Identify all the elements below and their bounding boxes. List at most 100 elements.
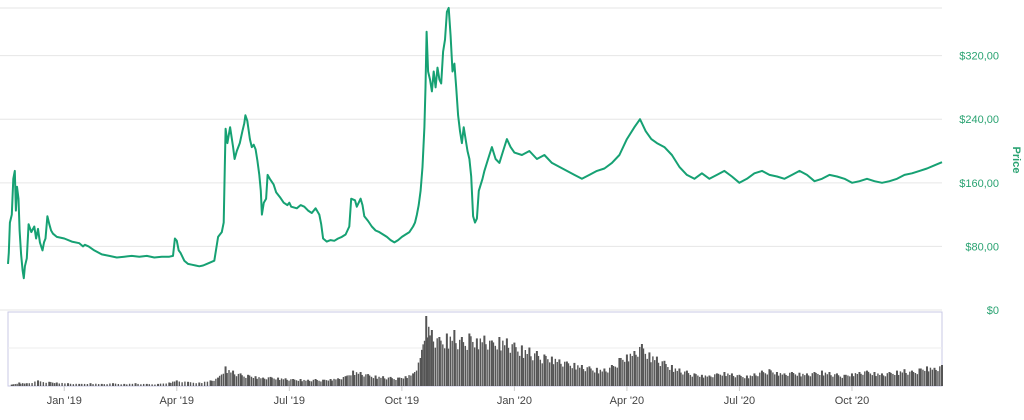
volume-bar	[841, 377, 843, 386]
volume-bar	[699, 376, 701, 386]
volume-bar	[189, 382, 192, 386]
volume-bar	[378, 376, 380, 386]
volume-bar	[571, 368, 573, 386]
volume-bar	[616, 367, 618, 386]
volume-bar	[331, 380, 333, 386]
volume-bar	[712, 377, 714, 386]
volume-bar	[398, 377, 401, 386]
volume-bar	[672, 371, 675, 386]
volume-bar	[727, 373, 729, 386]
volume-bar	[466, 349, 468, 386]
x-tick-label: Oct '20	[835, 395, 870, 407]
volume-bar	[162, 383, 165, 386]
volume-bar	[522, 357, 525, 386]
volume-bar	[862, 374, 864, 386]
volume-bar	[421, 349, 423, 386]
volume-bar	[310, 381, 313, 386]
volume-bar	[458, 339, 461, 386]
volume-bar	[64, 383, 66, 386]
volume-bar	[569, 365, 572, 386]
volume-bar	[10, 384, 13, 386]
volume-bar	[905, 373, 907, 386]
volume-bar	[52, 382, 54, 386]
volume-bar	[81, 383, 83, 386]
volume-bar	[140, 384, 142, 386]
volume-bar	[112, 383, 115, 386]
volume-bar	[504, 345, 506, 386]
volume-bar	[426, 337, 429, 386]
volume-bar	[100, 383, 103, 386]
volume-bar	[206, 381, 209, 386]
volume-bar	[258, 377, 260, 386]
volume-bar	[562, 366, 564, 386]
volume-bar	[432, 341, 435, 386]
volume-bar	[402, 378, 405, 386]
volume-bar	[670, 365, 673, 386]
volume-bar	[445, 333, 448, 386]
volume-bar	[417, 362, 420, 386]
x-tick-label: Apr '20	[610, 395, 645, 407]
price-line	[7, 6, 943, 280]
volume-bar	[783, 373, 786, 386]
x-tick-label: Jul '20	[724, 395, 755, 407]
volume-bar	[640, 344, 643, 386]
volume-bar	[159, 383, 162, 386]
volume-bar	[869, 373, 872, 386]
volume-bar	[595, 367, 598, 386]
volume-bar	[800, 376, 802, 386]
y-tick-label: $0	[987, 305, 999, 317]
volume-bar	[496, 349, 498, 386]
volume-bar	[387, 377, 390, 386]
volume-bar	[314, 379, 317, 386]
volume-bar	[849, 376, 851, 386]
volume-bar	[500, 350, 502, 386]
volume-bar	[850, 373, 853, 386]
x-axis: Jan '19 Apr '19 Jul '19 Oct '19 Jan '20 Apr '…	[47, 386, 870, 407]
volume-bar	[659, 366, 662, 386]
volume-bar	[359, 372, 362, 386]
volume-bar	[751, 376, 753, 386]
volume-bar	[882, 375, 885, 386]
volume-bar	[23, 383, 26, 386]
volume-bar	[453, 330, 456, 386]
volume-bar	[12, 384, 15, 386]
volume-bar	[935, 369, 937, 386]
volume-bar	[97, 384, 100, 386]
volume-bar	[813, 372, 816, 386]
volume-bar	[618, 358, 621, 386]
volume-bar	[725, 376, 727, 386]
volume-bar	[755, 375, 757, 386]
volume-bar	[925, 366, 928, 386]
volume-bar	[134, 383, 137, 386]
volume-bar	[474, 347, 476, 386]
volume-bar	[410, 375, 412, 386]
volume-bar	[39, 381, 42, 386]
volume-bar	[624, 361, 626, 386]
volume-bar	[128, 383, 131, 386]
volume-bar	[601, 371, 603, 386]
volume-bar	[423, 340, 426, 386]
volume-bar	[228, 370, 230, 386]
volume-bar	[565, 361, 568, 386]
volume-bar	[408, 375, 410, 386]
volume-bar	[580, 365, 583, 386]
volume-bar	[920, 368, 922, 386]
volume-bar	[828, 372, 831, 386]
volume-bar	[472, 341, 474, 386]
volume-bar	[344, 376, 347, 386]
volume-bar	[815, 372, 817, 386]
volume-bar	[549, 362, 551, 386]
volume-bar	[53, 383, 56, 386]
volume-bar	[18, 382, 21, 386]
volume-bar	[485, 344, 487, 386]
volume-bar	[443, 348, 446, 386]
volume-bar	[880, 373, 883, 386]
volume-bar	[721, 375, 723, 386]
volume-bar	[413, 372, 416, 386]
volume-bar	[385, 379, 388, 386]
volume-bar	[610, 365, 613, 386]
volume-bar	[837, 375, 840, 386]
volume-bar	[599, 369, 602, 386]
